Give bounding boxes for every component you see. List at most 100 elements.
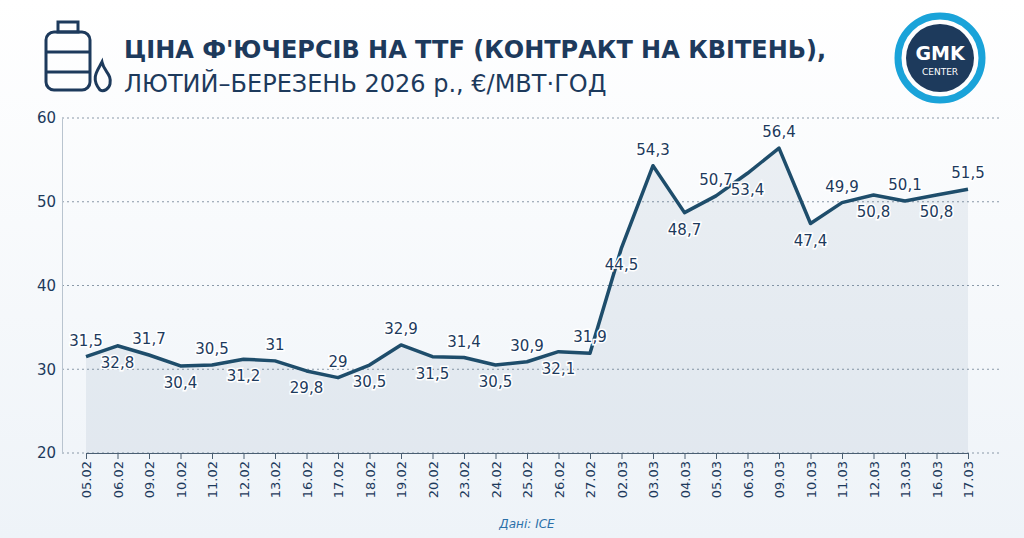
x-tick-mark <box>874 453 875 459</box>
data-label: 50,1 <box>888 176 921 194</box>
x-tick-label: 13.03 <box>898 461 913 498</box>
x-tick-mark <box>968 453 969 459</box>
chart: ЦІНА Ф'ЮЧЕРСІВ НА TTF (КОНТРАКТ НА КВІТЕ… <box>0 0 1024 538</box>
x-tick-mark <box>401 453 402 459</box>
y-axis: 2030405060 <box>37 109 63 462</box>
x-tick-label: 10.02 <box>174 461 189 498</box>
x-tick: 19.02 <box>394 453 409 498</box>
x-tick: 06.02 <box>111 453 126 498</box>
x-tick-label: 16.02 <box>300 461 315 498</box>
x-tick-mark <box>653 453 654 459</box>
x-tick: 09.02 <box>142 453 157 498</box>
y-tick-label: 20 <box>37 444 56 462</box>
x-tick-label: 11.03 <box>835 461 850 498</box>
x-tick: 13.02 <box>268 453 283 498</box>
x-tick: 17.02 <box>331 453 346 498</box>
x-axis: 05.0206.0209.0210.0211.0212.0213.0216.02… <box>79 453 976 498</box>
x-tick-mark <box>307 453 308 459</box>
x-tick-mark <box>118 453 119 459</box>
x-tick-mark <box>622 453 623 459</box>
data-label: 32,9 <box>384 320 417 338</box>
data-label: 53,4 <box>731 181 764 199</box>
x-tick-mark <box>716 453 717 459</box>
x-tick-mark <box>86 453 87 459</box>
x-tick: 17.03 <box>961 453 976 498</box>
x-tick-label: 17.02 <box>331 461 346 498</box>
x-tick-mark <box>338 453 339 459</box>
x-tick: 06.03 <box>741 453 756 498</box>
icon <box>46 22 110 91</box>
x-tick-label: 23.02 <box>457 461 472 498</box>
x-tick: 13.03 <box>898 453 913 498</box>
logo-title: GMK <box>915 42 966 64</box>
line <box>86 148 968 377</box>
x-tick: 18.02 <box>363 453 378 498</box>
background <box>0 0 1024 538</box>
x-tick: 24.02 <box>489 453 504 498</box>
data-label: 44,5 <box>605 256 638 274</box>
x-tick: 03.03 <box>646 453 661 498</box>
x-tick: 12.03 <box>867 453 882 498</box>
logo: GMK CENTER <box>898 16 982 100</box>
x-tick-label: 05.03 <box>709 461 724 498</box>
x-tick-label: 04.03 <box>678 461 693 498</box>
plot-area <box>86 148 968 453</box>
x-tick-label: 20.02 <box>426 461 441 498</box>
x-tick-mark <box>496 453 497 459</box>
x-tick: 10.03 <box>804 453 819 498</box>
data-label: 29 <box>328 353 347 371</box>
x-tick-label: 06.03 <box>741 461 756 498</box>
logo-ring <box>898 16 982 100</box>
x-tick-mark <box>590 453 591 459</box>
y-tick: 40 <box>37 277 62 295</box>
x-tick-mark <box>149 453 150 459</box>
x-tick-mark <box>433 453 434 459</box>
data-label: 30,5 <box>353 373 386 391</box>
data-label: 31,5 <box>416 365 449 383</box>
data-label: 56,4 <box>762 123 795 141</box>
x-tick-label: 09.02 <box>142 461 157 498</box>
x-tick-mark <box>244 453 245 459</box>
data-label: 32,8 <box>101 354 134 372</box>
x-tick-label: 10.03 <box>804 461 819 498</box>
x-tick: 25.02 <box>520 453 535 498</box>
x-axis-line <box>87 454 969 460</box>
title: ЦІНА Ф'ЮЧЕРСІВ НА TTF (КОНТРАКТ НА КВІТЕ… <box>124 36 826 64</box>
x-tick: 05.02 <box>79 453 94 498</box>
x-tick-label: 02.03 <box>615 461 630 498</box>
data-label: 30,5 <box>195 340 228 358</box>
x-tick-mark <box>212 453 213 459</box>
grid-line <box>62 118 1000 119</box>
x-tick-label: 18.02 <box>363 461 378 498</box>
x-tick-label: 13.02 <box>268 461 283 498</box>
x-tick-mark <box>559 453 560 459</box>
y-tick: 50 <box>37 193 62 211</box>
x-tick-label: 12.03 <box>867 461 882 498</box>
data-label: 50,8 <box>857 203 890 221</box>
y-tick: 30 <box>37 361 62 379</box>
y-tick-label: 30 <box>37 361 56 379</box>
data-label: 31 <box>265 336 284 354</box>
x-tick: 11.03 <box>835 453 850 498</box>
data-label: 50,8 <box>920 203 953 221</box>
x-tick-mark <box>811 453 812 459</box>
x-tick-mark <box>685 453 686 459</box>
area <box>86 148 968 453</box>
data-label: 31,7 <box>132 330 165 348</box>
x-tick-label: 26.02 <box>552 461 567 498</box>
y-tick: 20 <box>37 444 62 462</box>
data-label: 31,5 <box>69 332 102 350</box>
y-axis-line <box>62 119 63 454</box>
x-tick-label: 03.03 <box>646 461 661 498</box>
y-tick-label: 40 <box>37 277 56 295</box>
x-tick: 02.03 <box>615 453 630 498</box>
x-tick-mark <box>779 453 780 459</box>
x-tick-label: 25.02 <box>520 461 535 498</box>
grid <box>62 118 1000 453</box>
x-tick: 05.03 <box>709 453 724 498</box>
x-tick: 10.02 <box>174 453 189 498</box>
data-label: 32,1 <box>542 360 575 378</box>
x-tick-label: 09.03 <box>772 461 787 498</box>
logo-subtitle: CENTER <box>922 67 958 77</box>
x-tick: 09.03 <box>772 453 787 498</box>
